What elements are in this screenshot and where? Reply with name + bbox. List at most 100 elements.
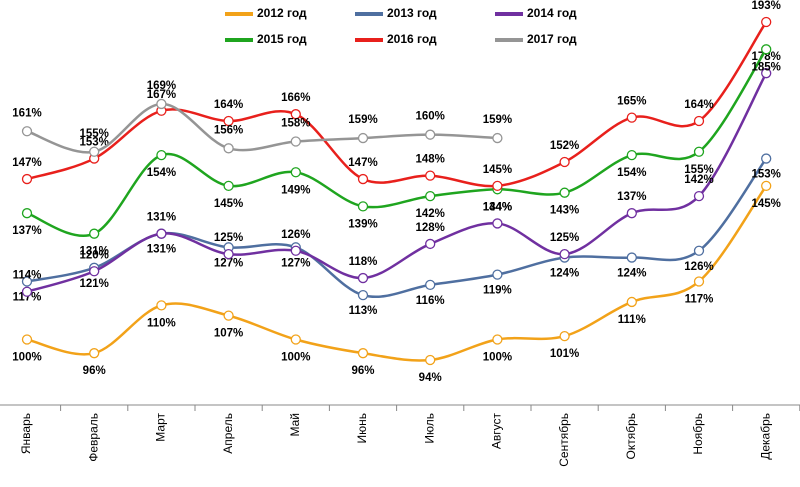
data-label: 118% [349, 256, 378, 268]
point [693, 245, 705, 256]
data-label: 160% [415, 111, 444, 123]
point [290, 136, 301, 147]
data-label: 125% [550, 232, 579, 244]
data-label: 148% [415, 154, 444, 166]
data-label: 137% [12, 225, 41, 237]
point [492, 334, 503, 345]
point [223, 249, 234, 260]
legend-label: 2014 год [527, 6, 577, 20]
point [156, 98, 167, 110]
data-label: 117% [13, 292, 42, 304]
x-tick-label: Январь [19, 413, 33, 454]
data-label: 117% [685, 294, 714, 306]
x-tick-label: Ноябрь [691, 413, 705, 455]
data-label: 94% [419, 372, 442, 384]
data-label: 154% [147, 167, 176, 179]
point [559, 156, 570, 168]
data-label: 96% [351, 365, 374, 377]
data-label: 126% [684, 261, 713, 273]
point [626, 112, 637, 123]
point [559, 249, 570, 260]
point [425, 279, 436, 291]
point [21, 208, 33, 219]
point [559, 187, 570, 198]
point [290, 245, 301, 256]
point [626, 150, 637, 161]
data-label: 147% [348, 157, 377, 169]
data-label: 142% [684, 174, 713, 186]
data-label: 143% [550, 205, 579, 217]
legend-label: 2015 год [257, 32, 307, 46]
data-label: 166% [281, 92, 310, 104]
legend-label: 2013 год [387, 6, 437, 20]
x-tick-label: Октябрь [624, 413, 638, 460]
data-label: 127% [281, 257, 310, 269]
data-label: 100% [12, 352, 41, 364]
data-label: 145% [751, 198, 780, 210]
point [693, 190, 705, 202]
data-label: 155% [684, 164, 713, 176]
data-label: 159% [348, 114, 377, 126]
point [89, 266, 100, 277]
data-label: 96% [83, 365, 106, 377]
point [223, 115, 234, 127]
data-label: 153% [79, 137, 108, 149]
point [89, 348, 100, 359]
data-label: 159% [483, 114, 512, 126]
point [626, 296, 637, 308]
data-label: 100% [281, 352, 310, 364]
x-tick-label: Март [154, 413, 168, 442]
point [761, 180, 772, 192]
point [425, 238, 436, 250]
data-label: 156% [214, 124, 243, 136]
point [425, 354, 436, 366]
legend-label: 2016 год [387, 32, 437, 46]
point [761, 16, 772, 28]
point [21, 173, 33, 185]
series-line [26, 48, 768, 237]
x-tick-label: Декабрь [758, 413, 772, 460]
point [21, 126, 33, 137]
data-label: 145% [483, 164, 512, 176]
legend-label: 2012 год [257, 6, 307, 20]
point [89, 228, 100, 239]
data-label: 155% [79, 128, 108, 140]
point [357, 272, 369, 284]
point [425, 170, 436, 181]
data-label: 144% [483, 201, 512, 213]
x-tick-label: Апрель [221, 413, 235, 454]
data-label: 113% [349, 305, 378, 317]
point [425, 129, 436, 140]
data-label: 131% [147, 244, 176, 256]
x-tick-label: Август [490, 413, 504, 450]
point [492, 269, 503, 280]
legend-label: 2017 год [527, 32, 577, 46]
data-label: 142% [415, 208, 444, 220]
data-label: 153% [751, 169, 780, 181]
x-tick-label: Май [288, 413, 302, 437]
point [290, 334, 301, 345]
point [223, 180, 234, 192]
point [156, 150, 167, 161]
point [357, 132, 369, 144]
data-label: 134% [483, 201, 512, 213]
data-label: 165% [617, 96, 646, 108]
point [761, 68, 772, 79]
point [626, 252, 637, 263]
data-label: 164% [684, 99, 713, 111]
data-label: 149% [281, 184, 310, 196]
point [223, 310, 234, 321]
point [89, 146, 100, 157]
point [492, 180, 503, 192]
x-tick-label: Июнь [355, 413, 369, 444]
point [357, 289, 369, 301]
data-label: 126% [281, 229, 310, 241]
point [156, 300, 167, 311]
point [290, 167, 301, 178]
data-label: 137% [617, 191, 646, 203]
data-label: 111% [618, 314, 646, 326]
data-label: 169% [147, 80, 176, 92]
point [559, 330, 570, 342]
x-tick-label: Сентябрь [557, 413, 571, 467]
